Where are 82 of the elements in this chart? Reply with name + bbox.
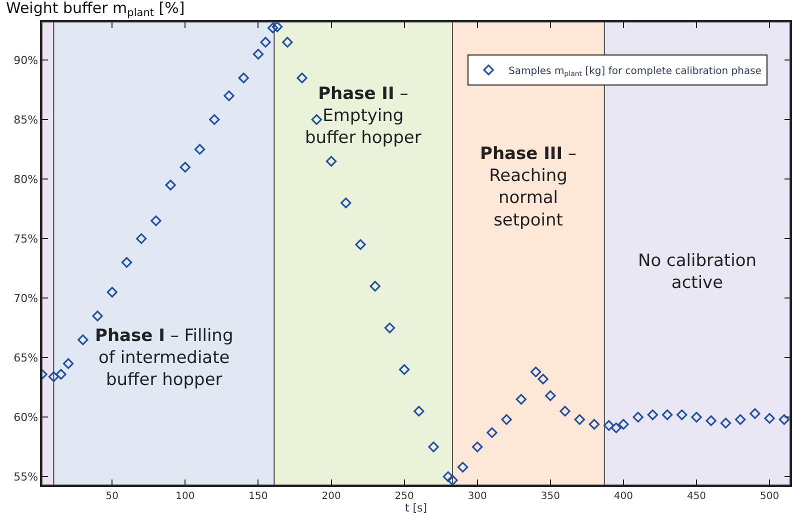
point [282, 36, 293, 48]
point [560, 406, 570, 417]
y-tick-label: 75% [14, 232, 38, 246]
band-label: Phase I – Filling of intermediate buffer hopper [95, 326, 234, 390]
point [516, 394, 527, 405]
x-tick-label: 300 [468, 490, 487, 502]
point [194, 144, 206, 155]
point [720, 418, 732, 428]
point [734, 414, 746, 425]
point [121, 257, 132, 268]
x-tick-label: 50 [106, 490, 118, 502]
band-label: Phase II – Emptying buffer hopper [305, 84, 422, 148]
y-tick-label: 65% [14, 352, 38, 364]
band-label: No calibration active [638, 251, 756, 294]
point [676, 409, 688, 420]
x-axis-title: t [s] [404, 502, 428, 515]
point [530, 366, 542, 378]
point [78, 334, 88, 346]
point [150, 215, 162, 226]
point [209, 114, 220, 125]
point [545, 390, 556, 402]
point [778, 414, 790, 425]
point [574, 414, 585, 425]
point [764, 413, 775, 424]
point [610, 422, 622, 434]
point [370, 280, 380, 292]
point [662, 409, 673, 420]
point [180, 162, 191, 173]
point [224, 90, 234, 102]
point [296, 72, 308, 84]
point [750, 408, 760, 419]
x-tick-label: 100 [176, 490, 195, 502]
point [428, 442, 439, 452]
y-tick-label: 60% [14, 411, 38, 424]
point [267, 22, 278, 34]
point [106, 286, 118, 298]
point [603, 420, 614, 431]
point [647, 409, 658, 420]
point [398, 364, 410, 375]
point [136, 233, 147, 244]
x-tick-label: 450 [686, 490, 706, 502]
x-tick-label: 150 [248, 490, 268, 502]
point [311, 114, 322, 125]
x-tick-label: 500 [760, 490, 780, 502]
point [165, 180, 176, 190]
x-tick-label: 250 [394, 490, 414, 502]
point [472, 442, 483, 452]
point [384, 322, 396, 334]
point [355, 239, 366, 250]
y-tick-label: 85% [14, 113, 38, 126]
point [92, 310, 103, 322]
point [486, 427, 498, 438]
x-tick-label: 350 [540, 490, 560, 502]
y-tick-label: 90% [14, 54, 38, 67]
point [252, 48, 264, 60]
point [238, 72, 249, 84]
point [457, 462, 468, 472]
y-tick-label: 55% [14, 470, 38, 484]
point [48, 371, 60, 382]
point [62, 358, 74, 369]
point [260, 36, 271, 48]
point [632, 412, 644, 423]
x-tick-label: 200 [322, 490, 341, 502]
y-axis-title: Weight buffer m$_{plant}$ [%] [6, 0, 185, 20]
y-tick-label: 80% [14, 172, 38, 186]
band-label: Phase III – Reaching normal setpoint [480, 144, 576, 230]
legend-label: Samples m$_{plant}$ [kg] for complete calibration phase [508, 66, 762, 78]
point [340, 198, 352, 208]
point [326, 156, 337, 167]
point [56, 368, 66, 380]
point [706, 415, 716, 426]
point [414, 406, 424, 417]
point [691, 412, 702, 423]
point [272, 22, 283, 32]
point [618, 418, 629, 430]
y-tick-label: 70% [14, 292, 38, 305]
point [442, 471, 454, 482]
point [447, 474, 458, 485]
x-tick-label: 400 [614, 490, 633, 502]
point [588, 418, 600, 430]
point [538, 374, 548, 384]
point [501, 414, 512, 425]
